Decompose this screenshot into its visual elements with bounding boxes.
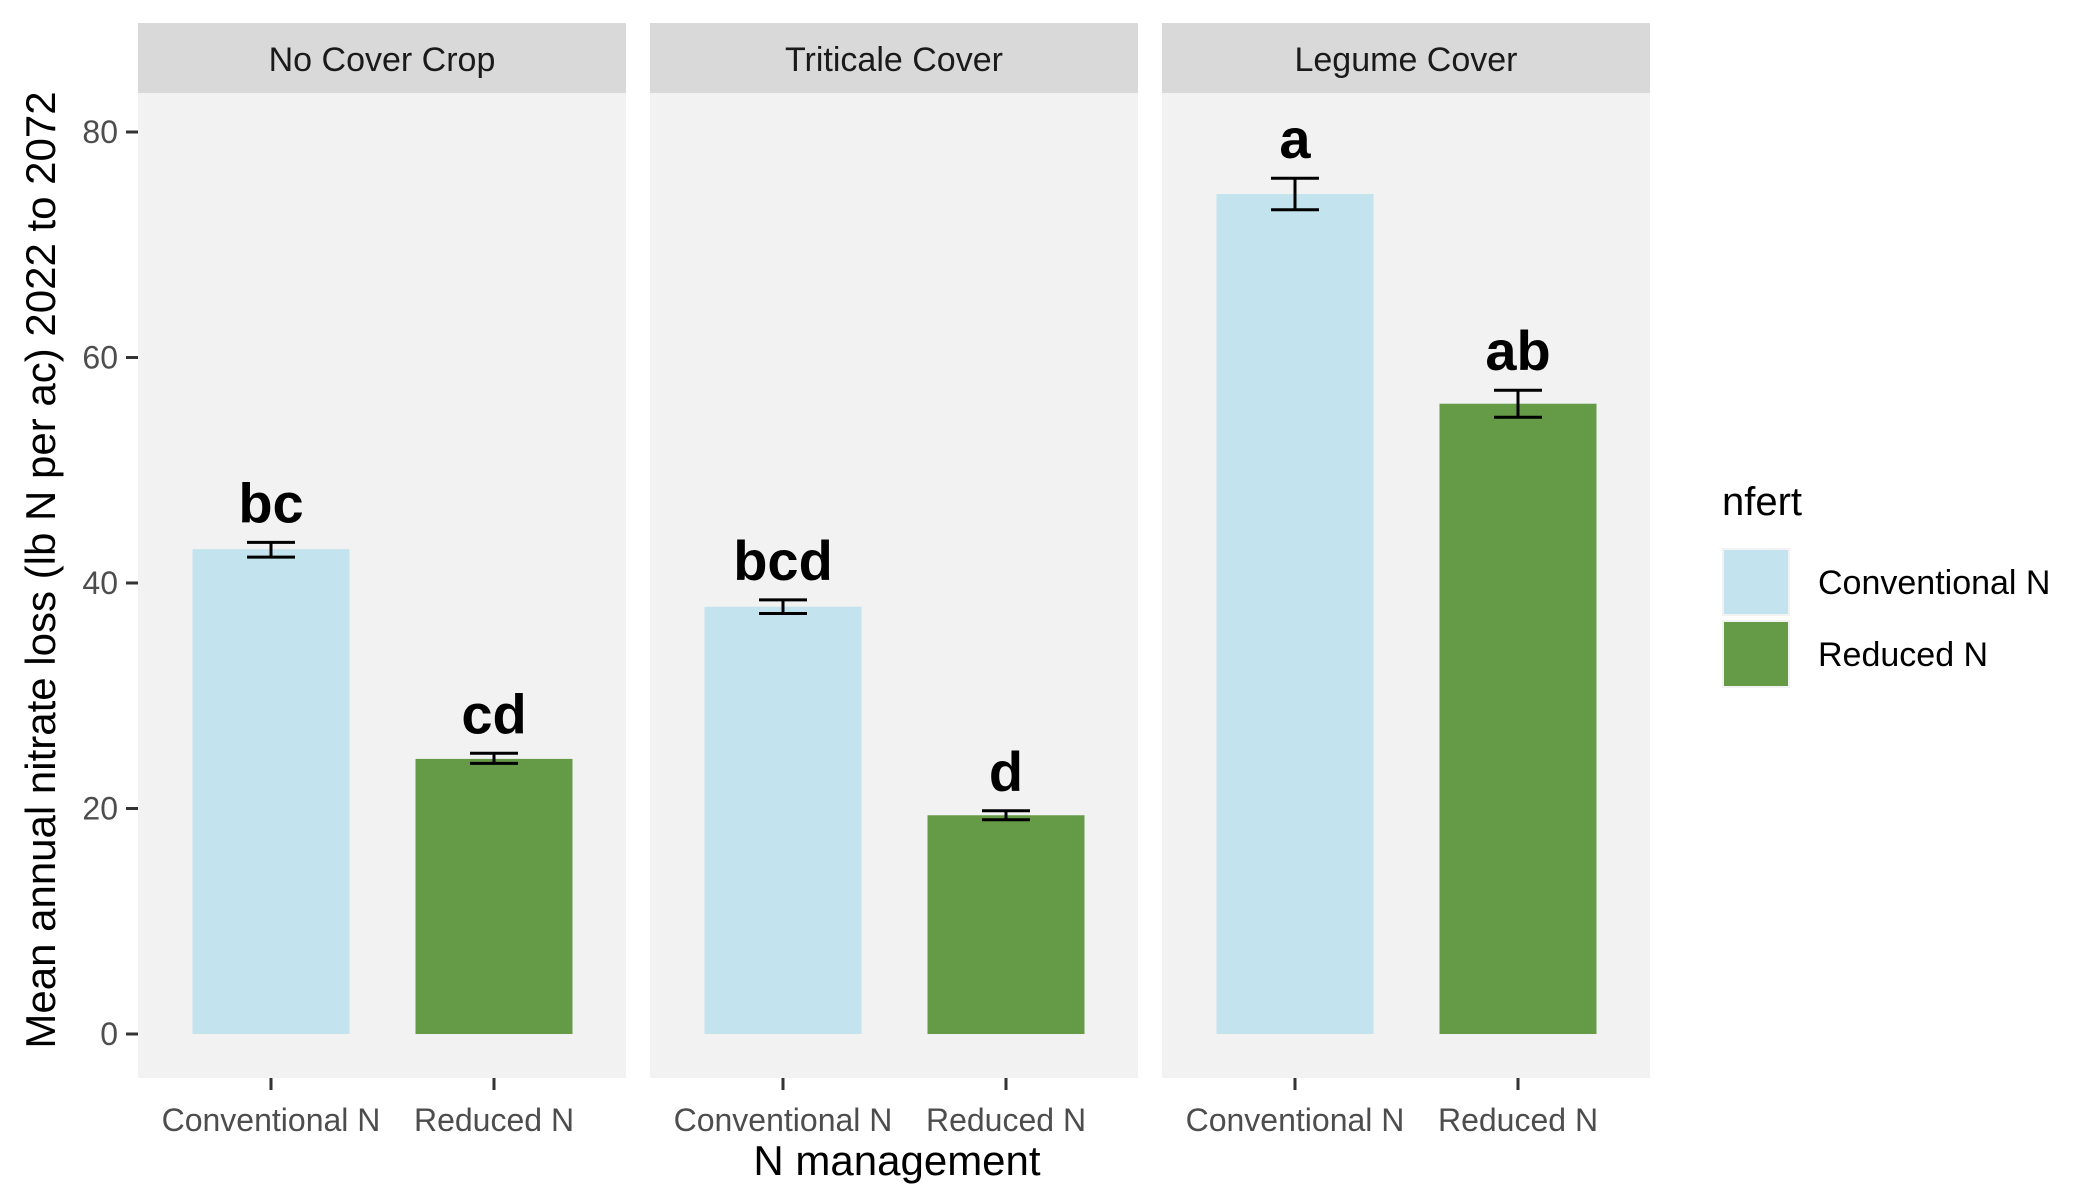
facet-strip-label: Triticale Cover bbox=[785, 41, 1003, 79]
y-axis: 0 20 40 60 80 bbox=[82, 114, 138, 1052]
significance-label: cd bbox=[461, 682, 526, 745]
y-tick-label: 0 bbox=[100, 1016, 118, 1052]
error-bar bbox=[982, 809, 1030, 822]
facet-panel: Legume Cover a Conventional N ab Reduced N bbox=[1162, 23, 1650, 1138]
facet-strip-label: Legume Cover bbox=[1294, 41, 1517, 79]
bar bbox=[1216, 194, 1374, 1034]
bar bbox=[192, 549, 350, 1034]
bar bbox=[1439, 403, 1597, 1034]
legend-label: Conventional N bbox=[1818, 564, 2050, 602]
error-bar bbox=[1494, 388, 1542, 419]
facet-strip bbox=[650, 23, 1138, 93]
significance-label: a bbox=[1279, 107, 1311, 170]
error-bar bbox=[247, 540, 295, 559]
significance-label: d bbox=[989, 740, 1023, 803]
x-tick-label: Conventional N bbox=[674, 1102, 893, 1138]
legend-entry: Conventional N bbox=[1722, 548, 2050, 616]
error-bar bbox=[1271, 176, 1319, 212]
bar bbox=[415, 758, 573, 1034]
x-axis-title: N management bbox=[753, 1137, 1040, 1184]
x-tick-label: Reduced N bbox=[414, 1102, 574, 1138]
legend-swatch bbox=[1724, 622, 1788, 686]
legend: nfert Conventional N Reduced N bbox=[1722, 480, 2050, 688]
facet-panels: No Cover Crop bc Conventional N cd Reduced N… bbox=[138, 23, 1650, 1138]
facet-panel: No Cover Crop bc Conventional N cd Reduced N bbox=[138, 23, 626, 1138]
x-tick-label: Conventional N bbox=[1186, 1102, 1405, 1138]
error-bar bbox=[759, 598, 807, 615]
facet-panel: Triticale Cover bcd Conventional N d Reduced… bbox=[650, 23, 1138, 1138]
legend-entry: Reduced N bbox=[1722, 620, 1988, 688]
legend-label: Reduced N bbox=[1818, 636, 1988, 674]
error-bar bbox=[470, 751, 518, 765]
x-tick-label: Conventional N bbox=[162, 1102, 381, 1138]
y-tick-label: 40 bbox=[82, 565, 118, 601]
y-tick-label: 80 bbox=[82, 114, 118, 150]
y-axis-title: Mean annual nitrate loss (lb N per ac) 2… bbox=[17, 91, 64, 1048]
facet-strip-label: No Cover Crop bbox=[269, 41, 496, 79]
facet-strip bbox=[1162, 23, 1650, 93]
x-tick-label: Reduced N bbox=[926, 1102, 1086, 1138]
significance-label: bc bbox=[238, 471, 303, 534]
significance-label: bcd bbox=[733, 529, 833, 592]
significance-label: ab bbox=[1485, 319, 1550, 382]
legend-swatch bbox=[1724, 550, 1788, 614]
y-tick-label: 60 bbox=[82, 340, 118, 376]
bar bbox=[704, 606, 862, 1034]
facet-strip bbox=[138, 23, 626, 93]
bar bbox=[927, 815, 1085, 1034]
x-tick-label: Reduced N bbox=[1438, 1102, 1598, 1138]
y-tick-label: 20 bbox=[82, 791, 118, 827]
legend-title: nfert bbox=[1722, 480, 1802, 524]
